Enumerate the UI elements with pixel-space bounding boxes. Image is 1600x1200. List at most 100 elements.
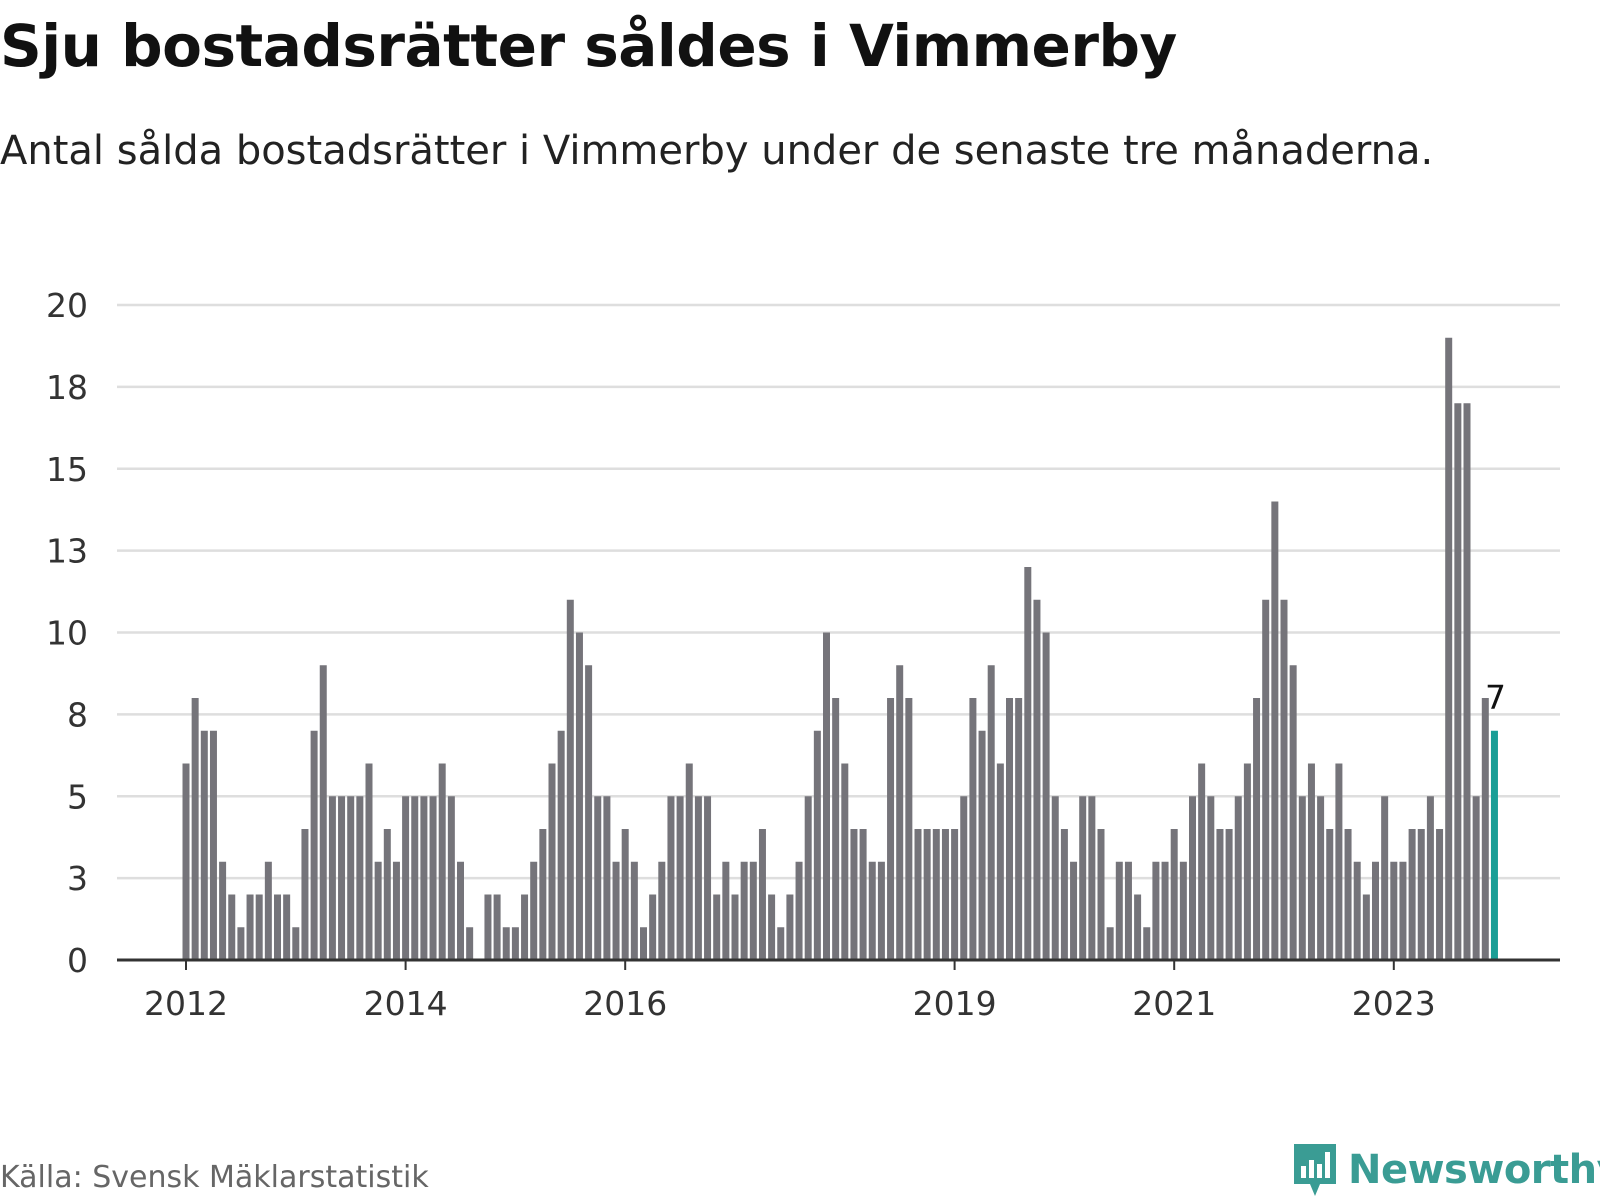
bar	[1353, 861, 1361, 960]
logo-text: Newsworthy	[1348, 1147, 1600, 1193]
y-tick-label: 0	[67, 941, 88, 980]
bar	[493, 894, 501, 960]
bar	[1262, 599, 1270, 960]
bar	[1362, 894, 1370, 960]
bar	[1454, 403, 1462, 960]
bar	[338, 796, 346, 960]
y-tick-label: 8	[67, 695, 88, 734]
y-tick-label: 13	[46, 532, 88, 571]
x-tick-label: 2021	[1132, 984, 1216, 1023]
bar	[1198, 763, 1206, 960]
bar	[274, 894, 281, 960]
x-tick-label: 2014	[364, 984, 448, 1023]
bar	[219, 861, 227, 960]
bar	[1161, 861, 1169, 960]
bar	[868, 861, 876, 960]
bar	[200, 730, 208, 960]
bar	[557, 730, 565, 960]
bar	[191, 698, 199, 960]
bar	[1326, 829, 1334, 960]
bar	[356, 796, 364, 960]
bar	[1390, 861, 1398, 960]
bar	[182, 763, 190, 960]
bar	[1079, 796, 1087, 960]
bar	[511, 927, 519, 960]
bar	[914, 829, 922, 960]
bar	[264, 861, 272, 960]
axes	[117, 958, 1560, 970]
bar	[1298, 796, 1306, 960]
y-tick-label: 5	[67, 777, 88, 816]
bar	[1271, 501, 1279, 960]
bar	[1143, 927, 1151, 960]
bar	[1426, 796, 1434, 960]
bar	[941, 829, 949, 960]
bar	[804, 796, 812, 960]
bar	[310, 730, 318, 960]
bar	[228, 894, 236, 960]
bar	[1463, 403, 1471, 960]
bar	[1436, 829, 1444, 960]
bar	[1115, 861, 1123, 960]
bar	[612, 861, 620, 960]
bar	[1134, 894, 1142, 960]
bar	[1042, 632, 1050, 960]
bar	[539, 829, 547, 960]
bar	[905, 698, 913, 960]
bar	[1006, 698, 1013, 960]
bar	[1179, 861, 1187, 960]
y-tick-label: 3	[67, 859, 88, 898]
bar	[319, 665, 327, 960]
newsworthy-logo: Newsworthy	[1290, 1140, 1600, 1200]
bar	[1170, 829, 1178, 960]
bar	[1408, 829, 1416, 960]
bar	[1417, 829, 1425, 960]
bar	[1207, 796, 1215, 960]
bar	[667, 796, 675, 960]
bar	[466, 927, 474, 960]
bar	[438, 763, 446, 960]
bar	[603, 796, 611, 960]
bar	[420, 796, 428, 960]
bar	[484, 894, 492, 960]
bar	[813, 730, 821, 960]
bar	[585, 665, 593, 960]
bar	[704, 796, 712, 960]
bar	[566, 599, 574, 960]
bar	[1289, 665, 1297, 960]
bar	[1481, 698, 1489, 960]
bar	[237, 927, 245, 960]
bar	[1243, 763, 1251, 960]
bar	[1088, 796, 1096, 960]
highlight-bar	[1490, 730, 1498, 960]
bar	[841, 763, 849, 960]
y-tick-label: 20	[46, 286, 88, 325]
bar	[859, 829, 867, 960]
bar	[402, 796, 410, 960]
bar	[283, 894, 291, 960]
bar	[685, 763, 693, 960]
bar	[1097, 829, 1105, 960]
bar	[457, 861, 464, 960]
bar	[786, 894, 794, 960]
bar	[502, 927, 510, 960]
bar	[292, 927, 300, 960]
bar	[1015, 698, 1023, 960]
bar	[1152, 861, 1160, 960]
bar	[823, 632, 830, 960]
y-tick-label: 15	[46, 450, 88, 489]
bar	[923, 829, 931, 960]
bar	[1189, 796, 1196, 960]
bar	[575, 632, 583, 960]
bar	[722, 861, 730, 960]
bar	[649, 894, 657, 960]
bar	[1051, 796, 1059, 960]
bar	[960, 796, 968, 960]
bar	[877, 861, 885, 960]
bar	[548, 763, 556, 960]
bar	[521, 894, 529, 960]
bar	[1253, 698, 1261, 960]
bar	[932, 829, 940, 960]
chart-subtitle: Antal sålda bostadsrätter i Vimmerby und…	[0, 128, 1434, 174]
bar	[887, 698, 895, 960]
